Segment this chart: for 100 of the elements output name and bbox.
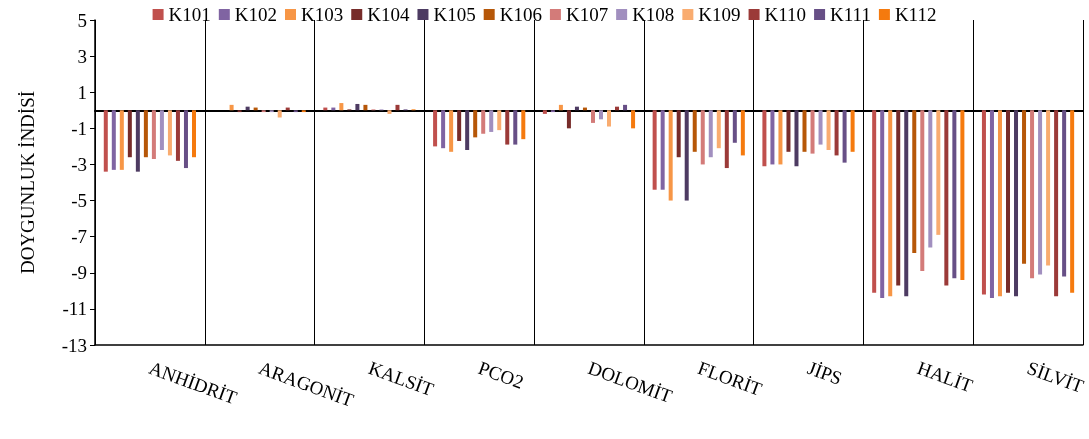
bar [277,110,282,118]
bar [363,104,368,111]
y-tick-label: 1 [77,81,87,103]
bar [872,110,877,293]
bar [355,103,360,111]
bar [183,110,188,169]
bar [652,110,657,190]
legend-label: K101 [168,4,211,25]
bar [960,110,965,280]
bar [794,110,799,167]
bar [989,110,994,299]
bar [770,110,775,165]
bar [724,110,729,169]
bar [1038,110,1043,275]
bar [668,110,673,201]
bar [497,110,502,131]
bar [1054,110,1059,297]
bar [952,110,957,279]
bar [558,104,563,111]
x-tick-label: HALİT [914,357,976,397]
bar [473,110,478,138]
bar [607,110,612,127]
legend-label: K112 [894,4,937,25]
bar [489,110,494,132]
bar [912,110,917,253]
bar [1046,110,1051,266]
legend-label: K108 [632,4,675,25]
bar [465,110,470,150]
bar [111,110,116,170]
bar [981,110,986,295]
bar [566,110,571,129]
bar [631,110,636,129]
bar [716,110,721,149]
y-tick-label: -13 [61,334,87,356]
bar [732,110,737,143]
bar [449,110,454,152]
bar [676,110,681,158]
bar [143,110,148,158]
bar [997,110,1002,297]
y-tick-label: -11 [62,298,87,320]
bar [896,110,901,286]
bar [387,110,392,114]
bar [598,110,603,120]
bar [167,110,172,156]
bar [778,110,783,165]
bar [880,110,885,299]
bar [850,110,855,152]
bar [762,110,767,167]
legend-label: K104 [367,4,410,25]
bar [1030,110,1035,279]
legend-label: K109 [698,4,741,25]
y-tick-label: -5 [71,190,87,212]
bar [481,110,486,134]
y-tick-label: -1 [71,117,87,139]
y-tick-label: -9 [71,262,87,284]
bar [457,110,462,141]
legend-label: K110 [764,4,807,25]
bar [660,110,665,190]
bar [928,110,933,248]
bar [684,110,689,201]
bar [786,110,791,152]
y-tick-label: 3 [77,45,87,67]
bar [135,110,140,172]
x-tick-label: PCO2 [475,357,527,393]
bar [888,110,893,297]
bar [433,110,438,147]
bar [339,103,344,111]
x-tick-label: SİLVİT [1024,357,1087,397]
bar [842,110,847,163]
bar [159,110,164,150]
legend-label: K103 [301,4,344,25]
legend-label: K111 [830,4,871,25]
bar [441,110,446,149]
bar [119,110,124,170]
bar [708,110,713,158]
bar [1062,110,1067,277]
y-tick-label: -7 [71,226,87,248]
bar [1014,110,1019,297]
bar [826,110,831,150]
bar [1070,110,1075,293]
bar [103,110,108,172]
bar [700,110,705,165]
bar [936,110,941,235]
y-tick-label: -3 [71,153,87,175]
bar [1006,110,1011,293]
bar [151,110,156,160]
bar [834,110,839,156]
legend-label: K105 [433,4,476,25]
bar [810,110,815,154]
bar [904,110,909,297]
x-tick-label: JİPS [804,357,845,389]
bar [513,110,518,145]
bar [395,104,400,111]
bar [944,110,949,286]
bar [229,104,234,111]
bar [590,110,595,123]
bar [802,110,807,152]
bar [1022,110,1027,264]
bar [505,110,510,145]
bar [127,110,132,158]
